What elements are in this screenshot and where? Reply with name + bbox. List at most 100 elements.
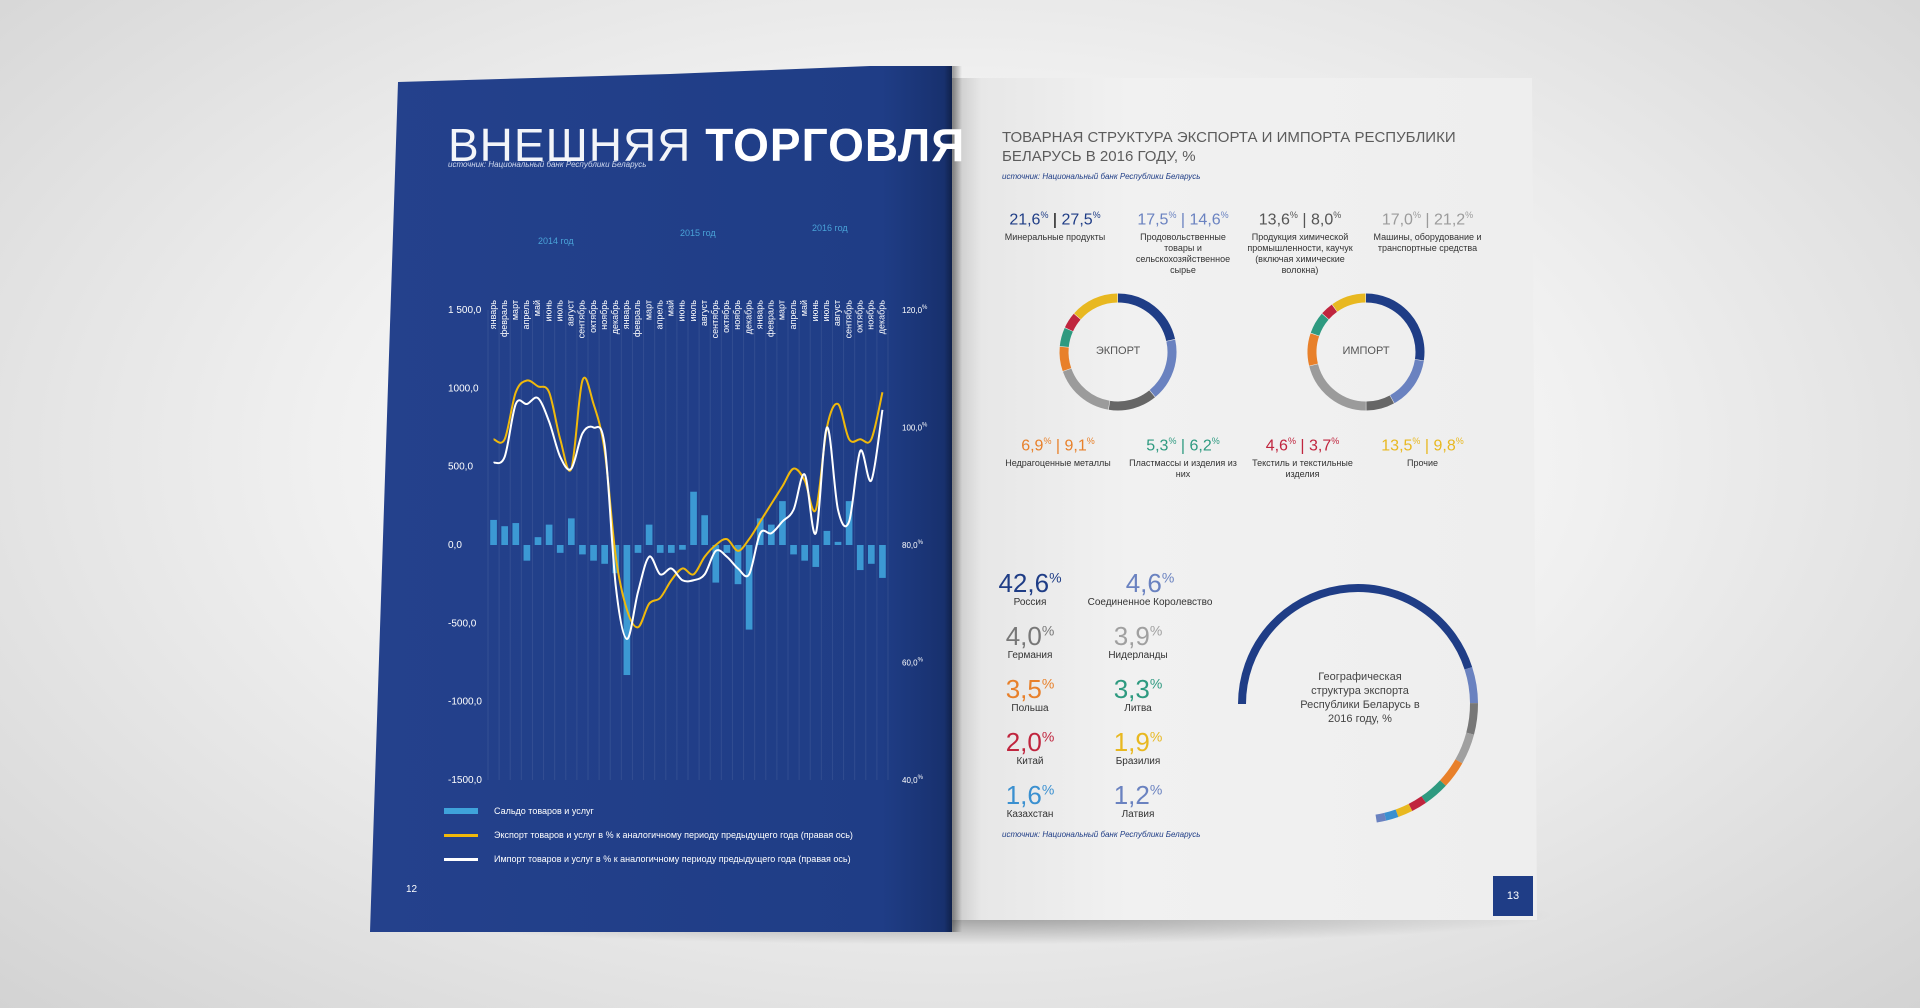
geo-arc-slice — [1466, 703, 1479, 735]
right-axis-unit: % — [918, 658, 924, 664]
right-axis-tick-label: 120,0% — [902, 305, 928, 315]
import-line — [493, 396, 884, 641]
stat-chemical-import: 8,0 — [1310, 211, 1334, 229]
month-tick-label: январь — [488, 300, 498, 330]
geo-uk-value-wrap: 4,6% — [1125, 568, 1175, 598]
balance-bar — [490, 519, 497, 545]
geo-russia-value-wrap: 42,6% — [998, 568, 1062, 598]
geo-lithuania: 3,3% Литва — [1088, 674, 1188, 714]
left-axis-tick-label: 1000,0 — [448, 383, 479, 394]
month-tick-label: февраль — [766, 300, 776, 337]
right-axis-tick-label: 40,0% — [902, 775, 924, 785]
page-number-left: 12 — [406, 884, 418, 895]
export-donut-slice — [1059, 346, 1072, 372]
stat-mineral-values: 21,6% | 27,5% — [1009, 210, 1101, 229]
month-tick-label: август — [566, 300, 576, 326]
stat-metals-import: 9,1 — [1064, 437, 1087, 455]
month-tick-label: апрель — [521, 300, 531, 330]
stat-chemical: 13,6% | 8,0% Продукция химической промыш… — [1240, 210, 1360, 276]
geo-lithuania-name: Литва — [1124, 703, 1152, 714]
geo-kazakhstan-value-wrap: 1,6% — [1005, 780, 1055, 810]
geo-poland-name: Польша — [1011, 703, 1049, 714]
month-tick-label: май — [532, 300, 542, 316]
balance-bar — [534, 537, 542, 545]
left-axis-tick-label: 500,0 — [448, 462, 473, 473]
geo-brazil-value-wrap: 1,9% — [1113, 727, 1163, 757]
export-donut-slice — [1074, 293, 1118, 320]
geo-netherlands-value-wrap: 3,9% — [1113, 621, 1163, 651]
right-axis-tick-label: 60,0% — [902, 658, 924, 668]
geo-lithuania-value-wrap: 3,3% — [1113, 674, 1163, 704]
left-axis-tick-label: -1500,0 — [448, 775, 482, 786]
geo-latvia-value: 1,2 — [1113, 780, 1150, 810]
month-tick-label: ноябрь — [732, 300, 742, 330]
export-donut-slice — [1108, 390, 1156, 411]
geo-arc-slice — [1238, 584, 1473, 705]
balance-bar — [812, 545, 820, 567]
balance-bar — [568, 518, 575, 545]
import-donut-slice — [1366, 395, 1394, 411]
geo-china: 2,0% Китай — [980, 727, 1080, 767]
geo-arc-slice — [1384, 809, 1399, 821]
month-tick-label: ноябрь — [866, 300, 876, 330]
geo-arc-slice — [1439, 759, 1463, 786]
import-donut-slice — [1309, 363, 1367, 411]
month-tick-label: сентябрь — [577, 300, 587, 339]
right-axis-tick-label: 80,0% — [902, 540, 924, 550]
stat-other-values: 13,5% | 9,8% — [1381, 436, 1464, 455]
month-tick-label: декабрь — [877, 300, 887, 335]
stat-plastics: 5,3% | 6,2% Пластмассы и изделия из них — [1128, 436, 1238, 480]
import-donut-slice — [1322, 304, 1338, 320]
balance-bar — [501, 526, 508, 545]
month-tick-label: июль — [688, 300, 698, 322]
geo-arc-slice — [1464, 667, 1478, 704]
geo-germany-value: 4,0 — [1005, 621, 1042, 651]
stat-machinery-import: 21,2 — [1434, 211, 1466, 229]
geo-china-name: Китай — [1016, 756, 1044, 767]
stat-machinery-export: 17,0 — [1381, 211, 1413, 229]
legend-swatch-import — [444, 858, 478, 861]
month-tick-label: март — [777, 300, 787, 320]
geo-kazakhstan-name: Казахстан — [1006, 809, 1054, 820]
month-tick-label: сентябрь — [843, 300, 853, 339]
stat-metals-label: Недрагоценные металлы — [1005, 458, 1111, 469]
stat-food-import: 14,6 — [1189, 211, 1221, 229]
geo-brazil: 1,9% Бразилия — [1088, 727, 1188, 767]
year-label-2014: 2014 год — [538, 236, 574, 246]
balance-bar — [701, 515, 708, 545]
stat-food-values: 17,5% | 14,6% — [1137, 210, 1229, 229]
geo-china-value-wrap: 2,0% — [1005, 727, 1055, 757]
import-donut-slice — [1389, 359, 1424, 404]
page-title: ВНЕШНЯЯ ТОРГОВЛЯ — [448, 118, 965, 172]
balance-bar — [690, 491, 697, 545]
month-tick-label: апрель — [654, 300, 664, 330]
balance-bar — [579, 545, 586, 555]
stat-other-label: Прочие — [1406, 458, 1438, 469]
left-axis-tick-label: -500,0 — [448, 618, 477, 629]
month-tick-label: октябрь — [721, 300, 731, 333]
stat-textile: 4,6% | 3,7% Текстиль и текстильные издел… — [1245, 436, 1360, 480]
right-page-title: ТОВАРНАЯ СТРУКТУРА ЭКСПОРТА И ИМПОРТА РЕ… — [1002, 129, 1456, 165]
balance-bar — [856, 545, 864, 571]
right-axis-unit: % — [922, 305, 928, 311]
geo-arc-slice — [1375, 812, 1387, 823]
stat-machinery-values: 17,0% | 21,2% — [1381, 210, 1474, 229]
month-tick-label: июль — [821, 300, 831, 322]
stat-metals: 6,9% | 9,1% Недрагоценные металлы — [1003, 436, 1113, 469]
right-axis-unit: % — [922, 423, 928, 429]
stat-chemical-values: 13,6% | 8,0% — [1258, 210, 1342, 229]
balance-bar — [723, 545, 731, 553]
export-donut-slice — [1062, 368, 1110, 410]
stat-textile-values: 4,6% | 3,7% — [1265, 436, 1340, 455]
balance-bar — [790, 545, 797, 555]
export-donut-slice — [1117, 293, 1176, 342]
geo-brazil-value: 1,9 — [1113, 727, 1150, 757]
geo-kazakhstan: 1,6% Казахстан — [980, 780, 1080, 820]
month-tick-label: февраль — [499, 300, 509, 337]
legend-label-export: Экспорт товаров и услуг в % к аналогично… — [494, 830, 853, 840]
title-bold: ТОРГОВЛЯ — [705, 119, 966, 171]
balance-bar — [823, 530, 831, 545]
balance-bar — [656, 545, 664, 553]
balance-bar — [634, 545, 642, 553]
stat-textile-label: Текстиль и текстильные изделия — [1252, 458, 1353, 480]
